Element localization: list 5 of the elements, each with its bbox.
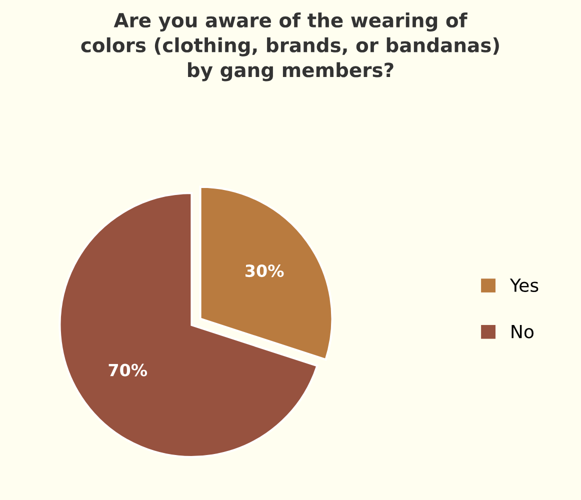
data-label: 70% (108, 364, 148, 376)
chart-title: Are you aware of the wearing of colors (clothing, brands, or bandanas) by gang members? (81, 12, 499, 82)
legend-label: Yes (510, 278, 538, 292)
data-label: 30% (246, 264, 284, 278)
legend-label: No (512, 325, 534, 338)
